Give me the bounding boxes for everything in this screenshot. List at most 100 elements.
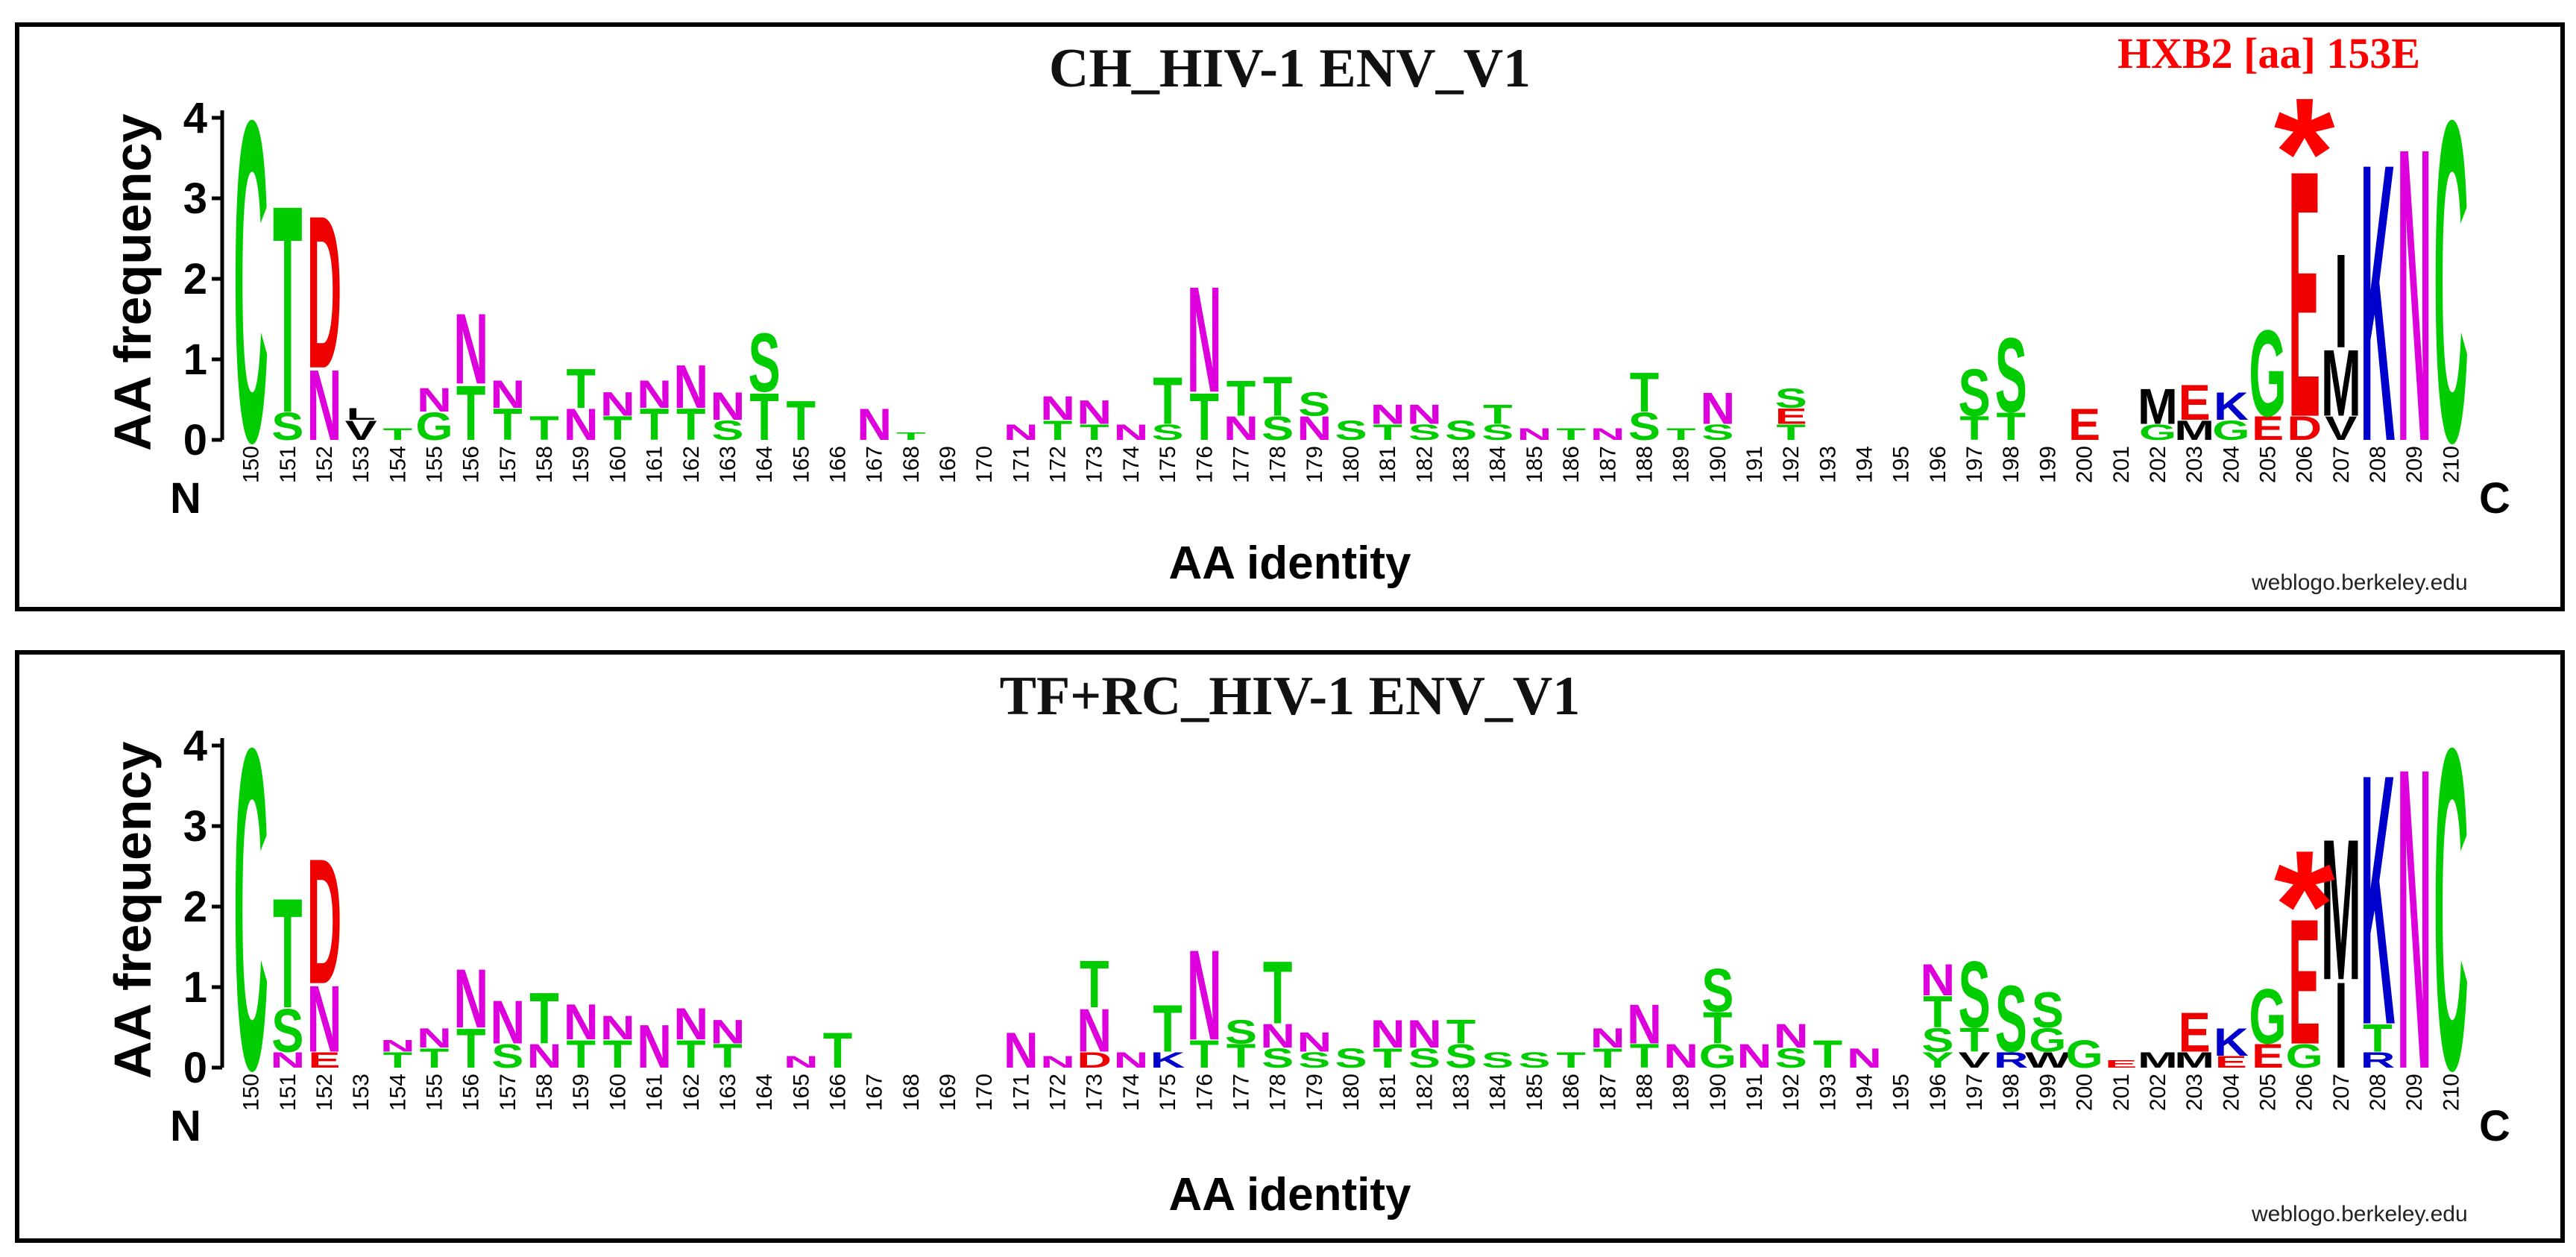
svg-text:N: N [1187, 255, 1222, 423]
logo-letter-N: N [417, 1023, 452, 1054]
x-tick-label: 210 [2439, 1074, 2463, 1111]
y-tick-label: 4 [183, 94, 207, 142]
svg-text:T: T [676, 1033, 706, 1077]
svg-text:S: S [1995, 967, 2027, 1072]
logo-letter-T: T [749, 379, 779, 454]
svg-text:N: N [600, 385, 635, 423]
svg-text:D: D [2287, 410, 2322, 447]
x-tick-label: 168 [899, 1074, 924, 1111]
svg-text:T: T [1043, 415, 1072, 447]
svg-text:S: S [1445, 1038, 1477, 1075]
logo-letter-M: M [2138, 1048, 2178, 1073]
logo-letter-E: E [2068, 400, 2100, 450]
logo-letter-S: S [1921, 1021, 1953, 1059]
x-tick-label: 183 [1449, 1074, 1474, 1111]
svg-text:S: S [1775, 1043, 1807, 1074]
logo-letter-N: N [307, 967, 342, 1072]
svg-text:N: N [491, 373, 526, 416]
logo-letter-S: S [1298, 1048, 1330, 1073]
svg-text:N: N [1590, 1023, 1625, 1054]
logo-letter-N: N [380, 1036, 415, 1055]
logo-letter-N: N [307, 350, 342, 462]
x-axis-label: AA identity [1168, 1169, 1411, 1220]
y-tick-label: 4 [183, 722, 207, 770]
logo-letter-N: N [1847, 1043, 1882, 1074]
svg-text:G: G [2249, 974, 2286, 1061]
logo-letter-S: S [1335, 415, 1367, 447]
logo-letter-E: E [2288, 98, 2320, 491]
x-tick-label: 174 [1119, 1074, 1144, 1111]
svg-text:S: S [1481, 420, 1514, 445]
logo-letter-T: T [1593, 1043, 1622, 1074]
x-tick-label: 162 [679, 446, 704, 483]
logo-letter-S: S [1298, 385, 1330, 423]
x-tick-label: 154 [385, 1074, 410, 1111]
svg-text:G: G [2139, 420, 2176, 445]
logo-letter-N: N [1187, 255, 1222, 423]
svg-text:N: N [1077, 996, 1112, 1065]
svg-text:T: T [1703, 1004, 1732, 1053]
svg-text:N: N [1114, 1048, 1149, 1073]
svg-text:N: N [417, 382, 452, 419]
svg-text:G: G [415, 406, 453, 449]
svg-text:E: E [308, 1048, 340, 1073]
logo-letter-T: T [823, 1023, 852, 1080]
x-tick-label: 188 [1632, 446, 1657, 483]
logo-letter-N: N [784, 1053, 819, 1071]
logo-letter-T: T [529, 410, 558, 447]
svg-text:T: T [1263, 944, 1292, 1043]
svg-text:E: E [2288, 883, 2320, 1083]
x-tick-label: 191 [1742, 446, 1767, 483]
svg-text:T: T [1190, 1033, 1220, 1077]
x-tick-label: 189 [1669, 1074, 1694, 1111]
svg-text:S: S [1775, 382, 1807, 414]
x-tick-label: 195 [1889, 1074, 1914, 1111]
svg-text:T: T [713, 1038, 742, 1075]
svg-text:D: D [1077, 1048, 1112, 1073]
svg-text:M: M [2174, 1048, 2214, 1073]
x-tick-label: 179 [1303, 1074, 1327, 1111]
x-tick-label: 181 [1376, 446, 1400, 483]
x-tick-label: 184 [1486, 446, 1511, 483]
svg-text:T: T [1226, 1038, 1256, 1075]
x-tick-label: 196 [1926, 1074, 1950, 1111]
logo-letter-T: T [713, 1038, 742, 1075]
svg-text:M: M [2138, 379, 2178, 435]
x-tick-label: 163 [716, 446, 740, 483]
x-tick-label: 163 [716, 1074, 740, 1111]
svg-text:N: N [784, 1053, 819, 1071]
x-tick-label: 165 [789, 446, 813, 483]
svg-text:N: N [1737, 1038, 1772, 1075]
logo-letter-N: N [711, 385, 746, 429]
svg-text:S: S [1262, 410, 1294, 447]
x-tick-label: 186 [1559, 1074, 1584, 1111]
logo-letter-G: G [2029, 1021, 2066, 1059]
x-tick-label: 193 [1816, 446, 1840, 483]
logo-letter-S: S [1518, 1048, 1550, 1073]
x-tick-label: 159 [569, 1074, 593, 1111]
x-tick-label: 158 [532, 1074, 557, 1111]
svg-text:T: T [603, 1033, 633, 1077]
svg-text:M: M [2321, 331, 2361, 436]
x-tick-label: 183 [1449, 446, 1474, 483]
logo-letter-T: T [383, 1048, 413, 1073]
x-tick-label: 199 [2035, 446, 2060, 483]
logo-letter-N: N [491, 373, 526, 416]
x-tick-label: 165 [789, 1074, 813, 1111]
x-tick-label: 206 [2293, 446, 2317, 483]
logo-letter-S: S [1775, 382, 1807, 414]
logo-letter-S: S [1481, 420, 1514, 445]
svg-text:N: N [711, 385, 746, 429]
logo-letter-S: S [271, 406, 303, 449]
x-tick-label: 171 [1009, 446, 1033, 483]
logo-letter-I: I [2334, 226, 2348, 376]
x-tick-label: 182 [1412, 446, 1437, 483]
x-tick-label: 187 [1596, 446, 1620, 483]
weblogo-credit: weblogo.berkeley.edu [2252, 570, 2468, 595]
logo-letter-S: S [1775, 1043, 1807, 1074]
svg-text:N: N [1114, 420, 1149, 445]
logo-letter-T: T [1080, 420, 1109, 445]
logo-letter-W: W [2025, 1048, 2071, 1073]
svg-text:K: K [2214, 1021, 2249, 1064]
logo-letter-T: T [676, 400, 705, 450]
